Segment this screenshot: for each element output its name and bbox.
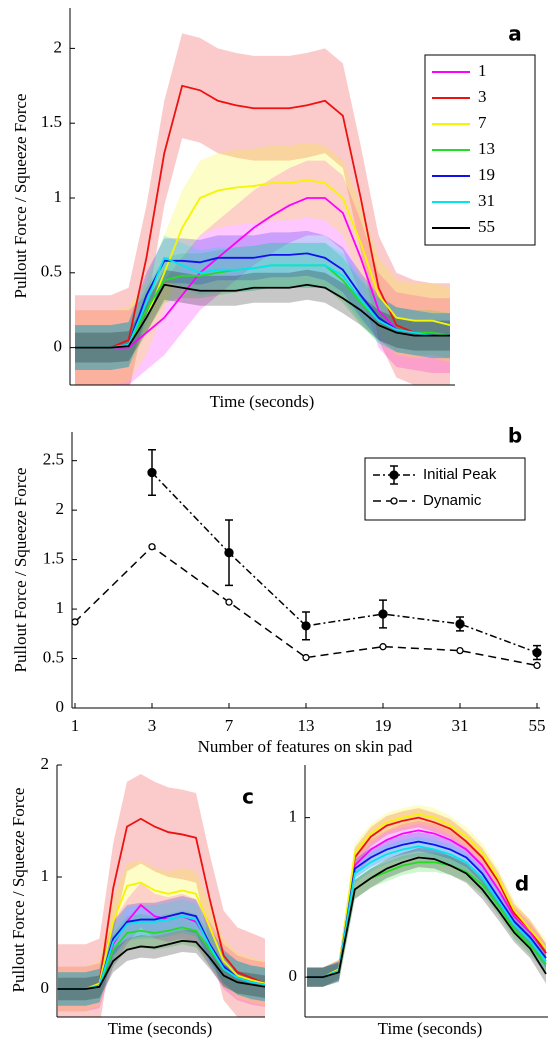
error-band bbox=[307, 804, 546, 987]
y-tick-label: 1 bbox=[41, 866, 50, 885]
x-tick-label: 3 bbox=[148, 716, 157, 735]
y-axis-label: Pullout Force / Squeeze Force bbox=[11, 94, 30, 299]
y-tick-label: 0 bbox=[54, 337, 63, 356]
error-band bbox=[307, 808, 546, 987]
legend-label: Initial Peak bbox=[423, 466, 497, 483]
x-axis-label: Number of features on skin pad bbox=[198, 737, 413, 756]
series-line bbox=[58, 881, 265, 990]
legend-label: 3 bbox=[478, 87, 487, 106]
error-band bbox=[75, 235, 450, 371]
error-band bbox=[307, 847, 546, 987]
legend-label: 31 bbox=[478, 191, 495, 210]
x-tick-label: 55 bbox=[529, 716, 546, 735]
error-band bbox=[307, 852, 546, 987]
series-line bbox=[75, 283, 450, 349]
marker bbox=[224, 548, 234, 558]
y-tick-label: 1.5 bbox=[41, 112, 62, 131]
marker bbox=[378, 609, 388, 619]
panel-label: c bbox=[242, 785, 254, 809]
y-tick-label: 0 bbox=[289, 966, 298, 985]
marker bbox=[225, 598, 233, 606]
error-band bbox=[75, 242, 450, 371]
marker bbox=[455, 619, 465, 629]
legend: Initial Peak Dynamic bbox=[364, 457, 526, 521]
y-tick-label: 0 bbox=[56, 697, 65, 716]
legend-label: 13 bbox=[478, 139, 495, 158]
legend-label: 7 bbox=[478, 113, 487, 132]
marker bbox=[147, 467, 157, 478]
legend-box bbox=[364, 457, 526, 521]
series-line bbox=[75, 252, 450, 349]
panel-label: d bbox=[515, 872, 529, 896]
x-tick-label: 7 bbox=[225, 716, 234, 735]
legend-marker bbox=[389, 470, 399, 480]
y-tick-label: 1 bbox=[56, 598, 65, 617]
legend-label: 19 bbox=[478, 165, 495, 184]
error-band bbox=[75, 33, 450, 385]
error-band bbox=[75, 142, 450, 385]
x-axis-label: Time (seconds) bbox=[378, 1019, 483, 1038]
plot-area bbox=[58, 773, 265, 1017]
y-tick-label: 2 bbox=[56, 499, 65, 518]
x-tick-label: 31 bbox=[452, 716, 469, 735]
series-line bbox=[307, 845, 547, 979]
y-tick-label: 0.5 bbox=[41, 262, 62, 281]
marker bbox=[302, 653, 310, 662]
error-band bbox=[75, 230, 450, 371]
y-tick-label: 1 bbox=[54, 187, 63, 206]
series-line bbox=[75, 197, 450, 349]
x-tick-label: 13 bbox=[298, 716, 315, 735]
y-tick-label: 1 bbox=[289, 807, 298, 826]
y-tick-label: 1.5 bbox=[43, 549, 64, 568]
y-tick-label: 2 bbox=[54, 37, 63, 56]
legend-label: 55 bbox=[478, 217, 495, 236]
legend-marker bbox=[390, 497, 398, 505]
marker bbox=[301, 621, 311, 631]
marker bbox=[456, 646, 464, 655]
series-line bbox=[75, 256, 450, 349]
panel-label: a bbox=[508, 22, 522, 46]
y-tick-label: 2 bbox=[41, 754, 50, 773]
legend-label: Dynamic bbox=[423, 492, 482, 509]
series-line bbox=[307, 856, 547, 979]
error-band bbox=[307, 836, 546, 987]
error-band bbox=[58, 882, 265, 1012]
error-band bbox=[75, 160, 450, 385]
y-axis-label: Pullout Force / Squeeze Force bbox=[9, 788, 28, 993]
marker bbox=[533, 661, 541, 670]
series-line bbox=[151, 472, 538, 654]
series-line bbox=[74, 545, 538, 667]
marker bbox=[71, 618, 79, 626]
error-band bbox=[58, 910, 265, 1006]
y-axis-label: Pullout Force / Squeeze Force bbox=[11, 468, 30, 673]
y-tick-label: 2.5 bbox=[43, 450, 64, 469]
panel-label: b bbox=[508, 424, 522, 448]
series-line bbox=[58, 939, 265, 990]
y-tick-label: 0 bbox=[41, 978, 50, 997]
plot-area bbox=[307, 804, 547, 987]
series-line bbox=[307, 813, 547, 979]
x-tick-label: 19 bbox=[375, 716, 392, 735]
marker bbox=[379, 643, 387, 651]
marker bbox=[148, 543, 156, 551]
x-axis-label: Time (seconds) bbox=[108, 1019, 213, 1038]
marker bbox=[532, 647, 542, 658]
x-tick-label: 1 bbox=[71, 716, 80, 735]
plot-area bbox=[75, 33, 451, 385]
y-tick-label: 0.5 bbox=[43, 647, 64, 666]
error-band bbox=[58, 860, 265, 1012]
legend-label: 1 bbox=[478, 61, 487, 80]
x-axis-label: Time (seconds) bbox=[210, 392, 315, 411]
